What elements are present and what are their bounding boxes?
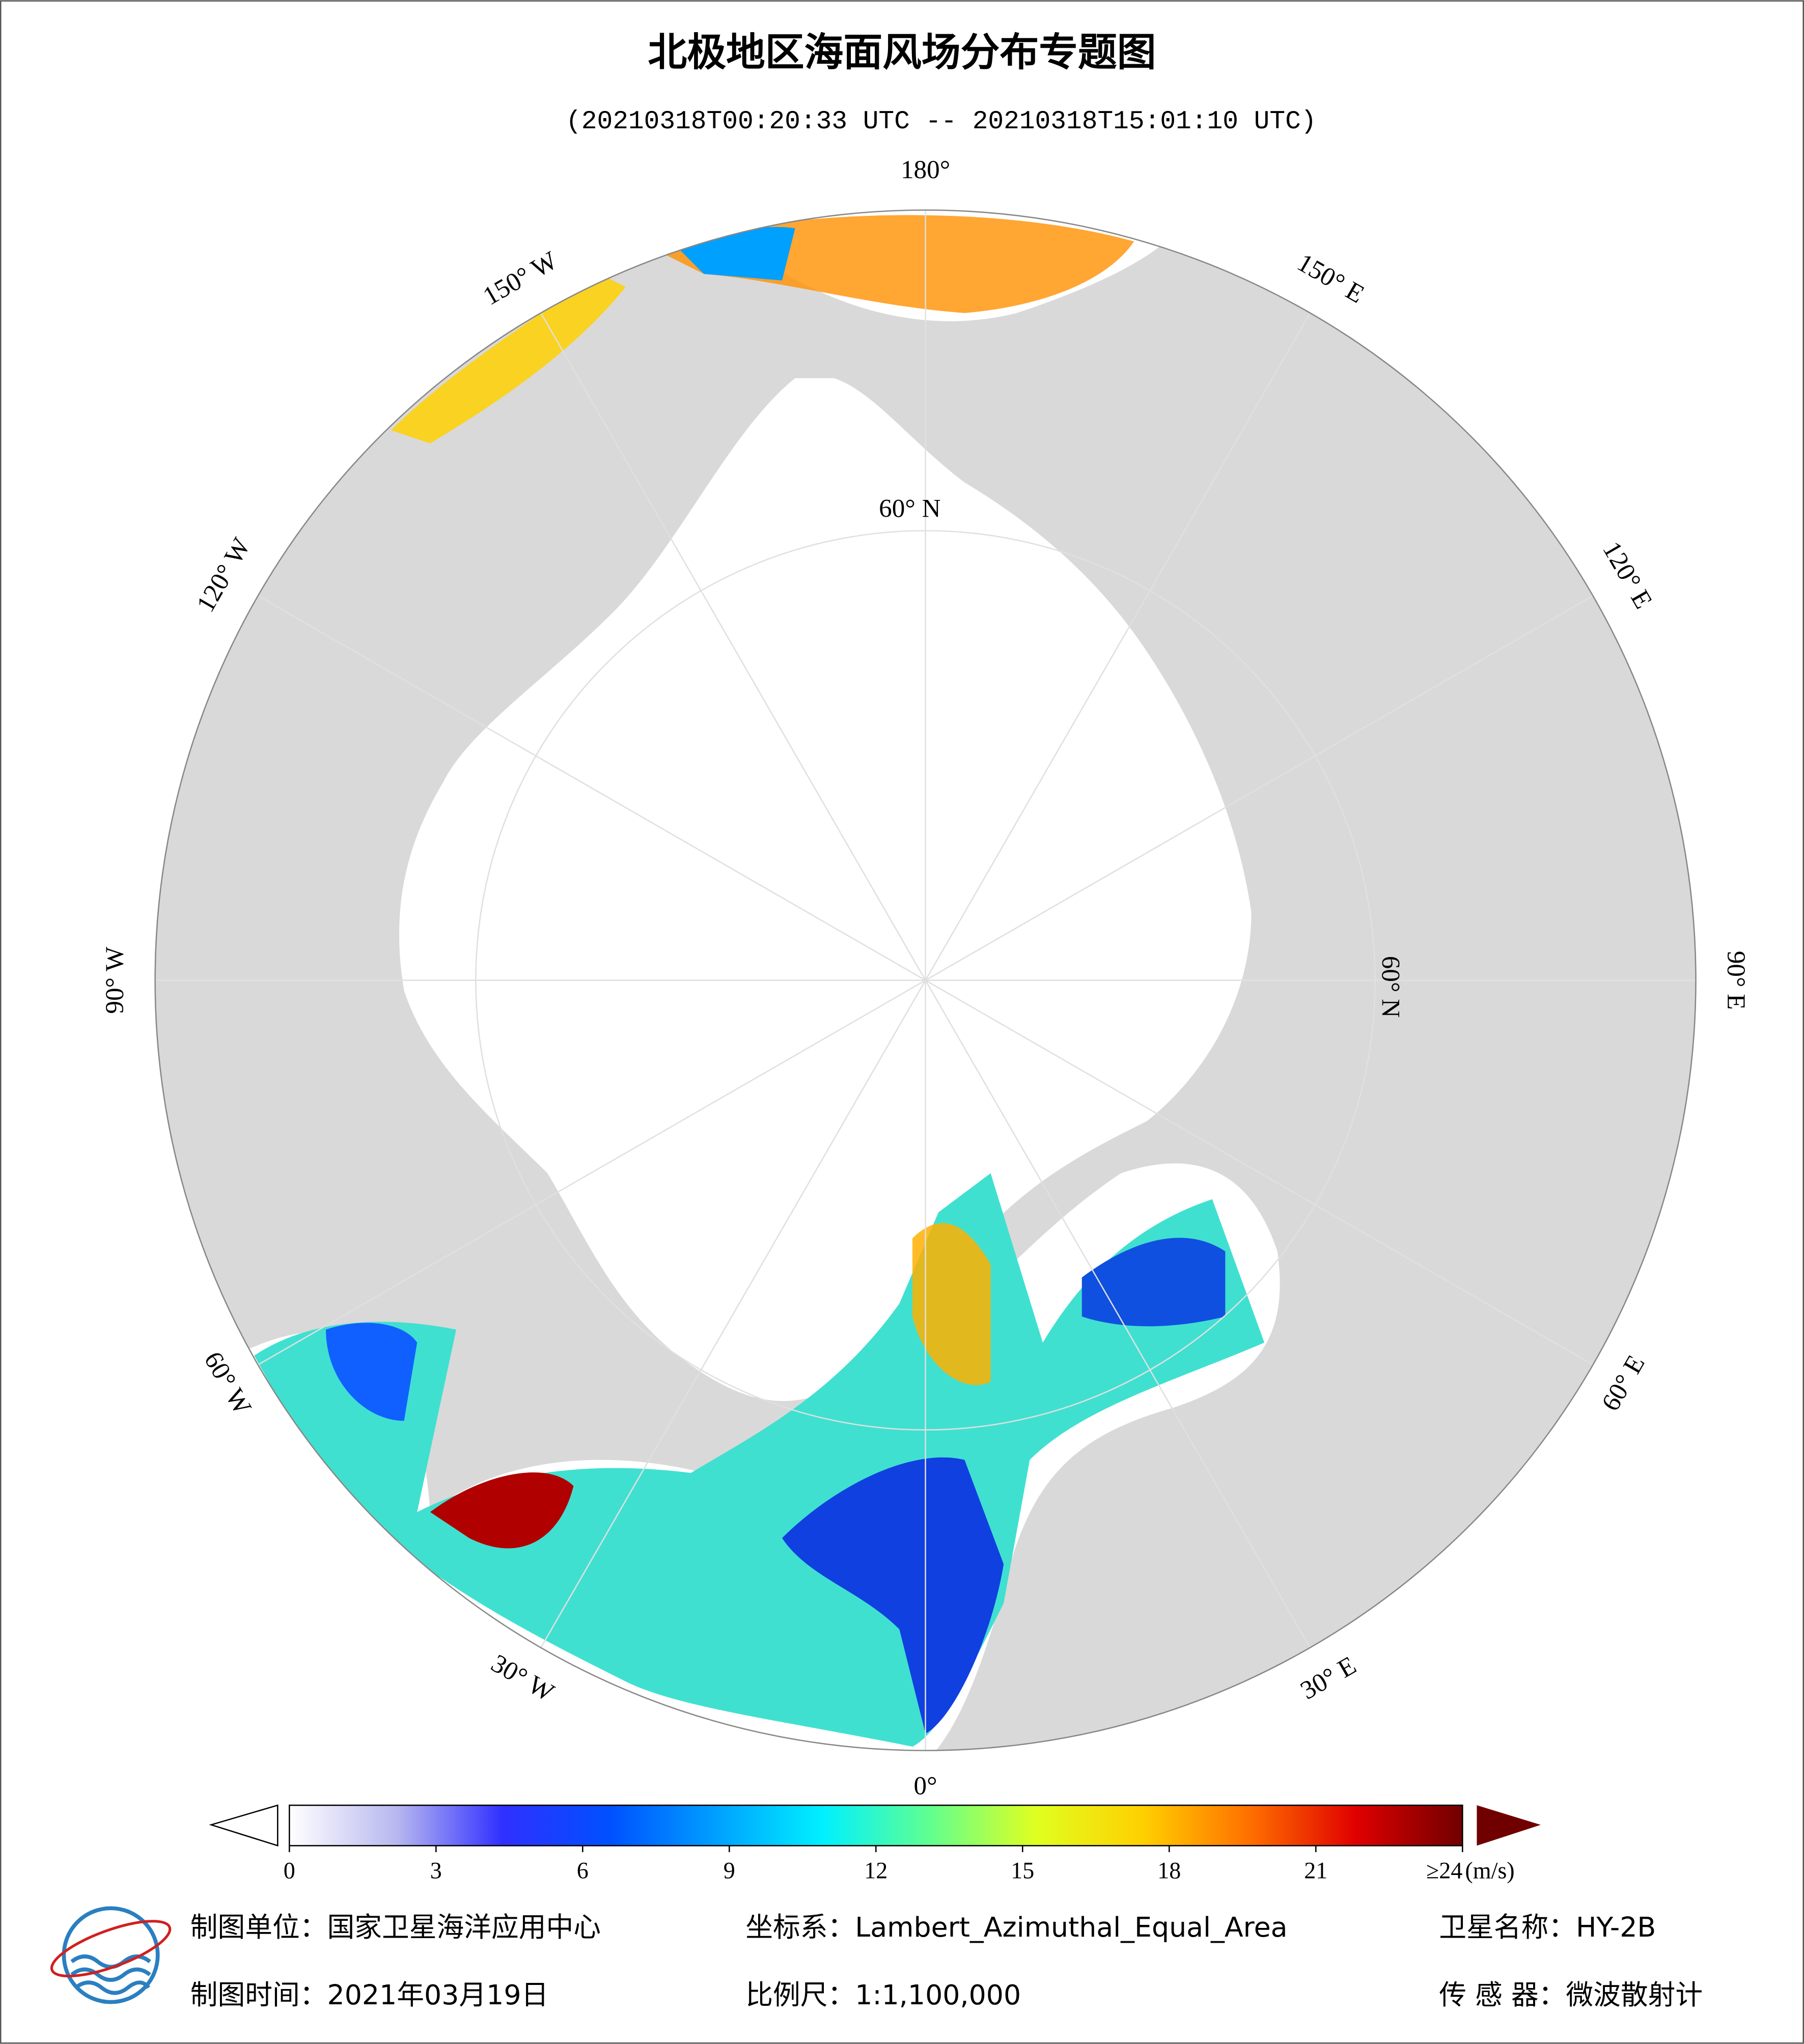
colorbar-tick-label: 18 — [1157, 1858, 1181, 1884]
longitude-label: 0° — [914, 1772, 937, 1801]
wind-swath — [912, 1223, 991, 1385]
colorbar-unit: (m/s) — [1465, 1858, 1514, 1884]
wind-swath — [391, 274, 626, 443]
title: 北极地区海面风场分布专题图 — [648, 30, 1156, 75]
wind-swath — [430, 1472, 574, 1549]
colorbar-tick-label: 0 — [284, 1858, 295, 1884]
longitude-label: 90° W — [100, 946, 129, 1014]
footer-item: 传 感 器：微波散射计 — [1439, 1979, 1703, 2011]
colorbar-tick-label: 15 — [1011, 1858, 1034, 1884]
colorbar-tick-label: ≥24 — [1426, 1858, 1462, 1884]
colorbar-over — [1477, 1805, 1541, 1846]
map-border — [154, 209, 1697, 1751]
arctic-ocean — [399, 378, 1252, 1402]
footer-item: 比例尺：1:1,100,000 — [745, 1979, 1021, 2011]
latitude-label: 60° N — [1376, 956, 1405, 1018]
wind-swath — [325, 1323, 418, 1421]
colorbar-tick-label: 9 — [724, 1858, 735, 1884]
colorbar-under — [209, 1804, 279, 1847]
colorbar: 0 3 6 9 12 15 18 21 ≥24 (m/s) — [209, 1804, 1541, 1884]
map — [155, 210, 1696, 1751]
wind-swath — [254, 1173, 1265, 1747]
colorbar-tick-label: 3 — [430, 1858, 442, 1884]
logo — [50, 1906, 172, 2004]
colorbar-tick-label: 12 — [864, 1858, 887, 1884]
wind-swath — [1081, 1238, 1226, 1327]
footer-item: 坐标系：Lambert_Azimuthal_Equal_Area — [745, 1911, 1287, 1943]
colorbar-bar — [289, 1804, 1463, 1846]
footer-item: 制图时间：2021年03月19日 — [190, 1979, 549, 2011]
footer-item: 制图单位：国家卫星海洋应用中心 — [190, 1911, 601, 1943]
graticule — [155, 210, 1696, 1751]
longitude-label: 90° E — [1722, 951, 1751, 1010]
subtitle: (20210318T00:20:33 UTC -- 20210318T15:01… — [566, 107, 1316, 136]
colorbar-tick-label: 21 — [1304, 1858, 1327, 1884]
colorbar-tick-label: 6 — [577, 1858, 589, 1884]
footer-item: 卫星名称：HY-2B — [1439, 1911, 1656, 1943]
wind-swath — [782, 1457, 1004, 1734]
latitude-label: 60° N — [879, 494, 940, 523]
longitude-label: 180° — [901, 155, 950, 184]
